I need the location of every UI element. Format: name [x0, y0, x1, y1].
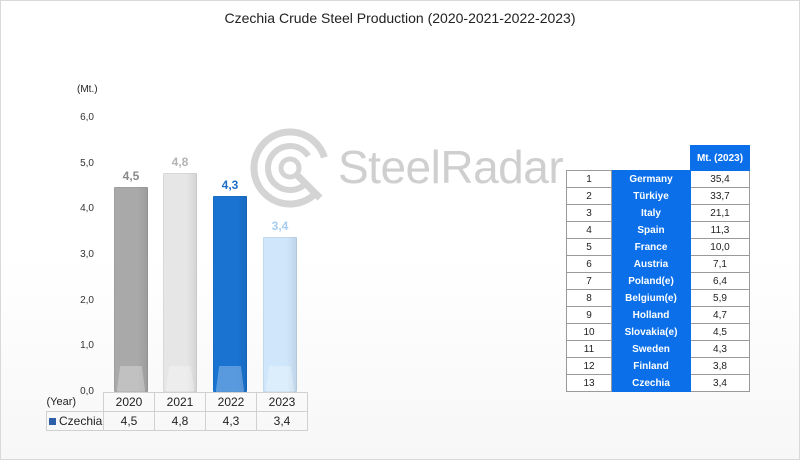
chart-title: Czechia Crude Steel Production (2020-202… [224, 10, 576, 26]
ranking-header-row: Mt. (2023) [567, 145, 750, 171]
value-cell: 3,8 [690, 357, 750, 375]
country-cell: France [611, 238, 691, 256]
legend-entry: Czechia [46, 411, 104, 431]
country-cell: Czechia [611, 374, 691, 392]
table-value: 4,5 [103, 411, 155, 431]
y-tick-label: 0,0 [80, 386, 94, 397]
ranking-row: 7 Poland(e) 6,4 [566, 272, 750, 290]
value-cell: 35,4 [690, 170, 750, 188]
value-cell: 10,0 [690, 238, 750, 256]
rank-cell: 1 [566, 170, 612, 188]
x-tick-label: 2022 [205, 392, 257, 412]
bar-data-label: 4,8 [171, 154, 189, 169]
value-cell: 4,5 [690, 323, 750, 341]
ranking-row: 11 Sweden 4,3 [566, 340, 750, 358]
bar-data-label: 4,5 [122, 168, 140, 183]
y-tick-label: 1,0 [80, 340, 94, 352]
ranking-table: Mt. (2023) 1 Germany 35,4 2 Türkiye 33,7 3 Ital… [566, 145, 750, 392]
x-tick-label: 2023 [256, 392, 308, 412]
steelradar-logo-icon [250, 128, 330, 208]
value-cell: 3,4 [690, 374, 750, 392]
y-tick-label: 5,0 [80, 157, 94, 169]
data-table: (Year) 2020 2021 2022 2023 Czechia 4,5 4… [46, 392, 308, 431]
rank-cell: 5 [566, 238, 612, 256]
y-axis-unit: (Mt.) [77, 84, 98, 95]
value-cell: 4,7 [690, 306, 750, 324]
ranking-row: 3 Italy 21,1 [566, 204, 750, 222]
table-value: 4,3 [205, 411, 257, 431]
rank-cell: 2 [566, 187, 612, 205]
rank-cell: 11 [566, 340, 612, 358]
data-table-row: Czechia 4,5 4,8 4,3 3,4 [46, 411, 308, 431]
value-cell: 4,3 [690, 340, 750, 358]
ranking-row: 12 Finland 3,8 [566, 357, 750, 375]
country-cell: Germany [611, 170, 691, 188]
legend-swatch [49, 418, 56, 426]
ranking-row: 1 Germany 35,4 [566, 170, 750, 188]
country-cell: Poland(e) [611, 272, 691, 290]
country-cell: Finland [611, 357, 691, 375]
value-cell: 33,7 [690, 187, 750, 205]
y-tick-label: 3,0 [80, 249, 94, 260]
ranking-row: 13 Czechia 3,4 [566, 374, 750, 392]
bar-data-label: 4,3 [221, 177, 239, 192]
rank-cell: 6 [566, 255, 612, 273]
ranking-column-header: Mt. (2023) [690, 145, 750, 171]
ranking-row: 6 Austria 7,1 [566, 255, 750, 273]
bar-data-label: 3,4 [271, 218, 289, 233]
value-cell: 11,3 [690, 221, 750, 239]
rank-cell: 7 [566, 272, 612, 290]
y-tick-label: 2,0 [80, 294, 94, 306]
x-axis-label: (Year) [46, 395, 77, 408]
rank-cell: 8 [566, 289, 612, 307]
ranking-row: 10 Slovakia(e) 4,5 [566, 323, 750, 341]
bar [213, 195, 247, 392]
table-value: 3,4 [256, 411, 308, 431]
ranking-row: 2 Türkiye 33,7 [566, 187, 750, 205]
value-cell: 5,9 [690, 289, 750, 307]
country-cell: Spain [611, 221, 691, 239]
y-tick-label: 4,0 [80, 203, 94, 215]
y-tick-label: 6,0 [80, 112, 94, 123]
rank-cell: 12 [566, 357, 612, 375]
ranking-row: 9 Holland 4,7 [566, 306, 750, 324]
series-name: Czechia [59, 414, 103, 428]
x-tick-label: 2021 [154, 392, 206, 412]
bar [163, 172, 197, 392]
rank-cell: 4 [566, 221, 612, 239]
country-cell: Austria [611, 255, 691, 273]
country-cell: Italy [611, 204, 691, 222]
rank-cell: 13 [566, 374, 612, 392]
country-cell: Holland [611, 306, 691, 324]
country-cell: Türkiye [611, 187, 691, 205]
bar [114, 186, 148, 392]
watermark-text: SteelRadar [338, 141, 564, 193]
rank-cell: 10 [566, 323, 612, 341]
value-cell: 6,4 [690, 272, 750, 290]
rank-cell: 3 [566, 204, 612, 222]
country-cell: Slovakia(e) [611, 323, 691, 341]
ranking-row: 8 Belgium(e) 5,9 [566, 289, 750, 307]
table-value: 4,8 [154, 411, 206, 431]
bar [263, 236, 297, 392]
country-cell: Belgium(e) [611, 289, 691, 307]
value-cell: 21,1 [690, 204, 750, 222]
ranking-row: 4 Spain 11,3 [566, 221, 750, 239]
data-table-header-row: (Year) 2020 2021 2022 2023 [46, 392, 308, 412]
rank-cell: 9 [566, 306, 612, 324]
value-cell: 7,1 [690, 255, 750, 273]
country-cell: Sweden [611, 340, 691, 358]
ranking-row: 5 France 10,0 [566, 238, 750, 256]
x-tick-label: 2020 [103, 392, 155, 412]
